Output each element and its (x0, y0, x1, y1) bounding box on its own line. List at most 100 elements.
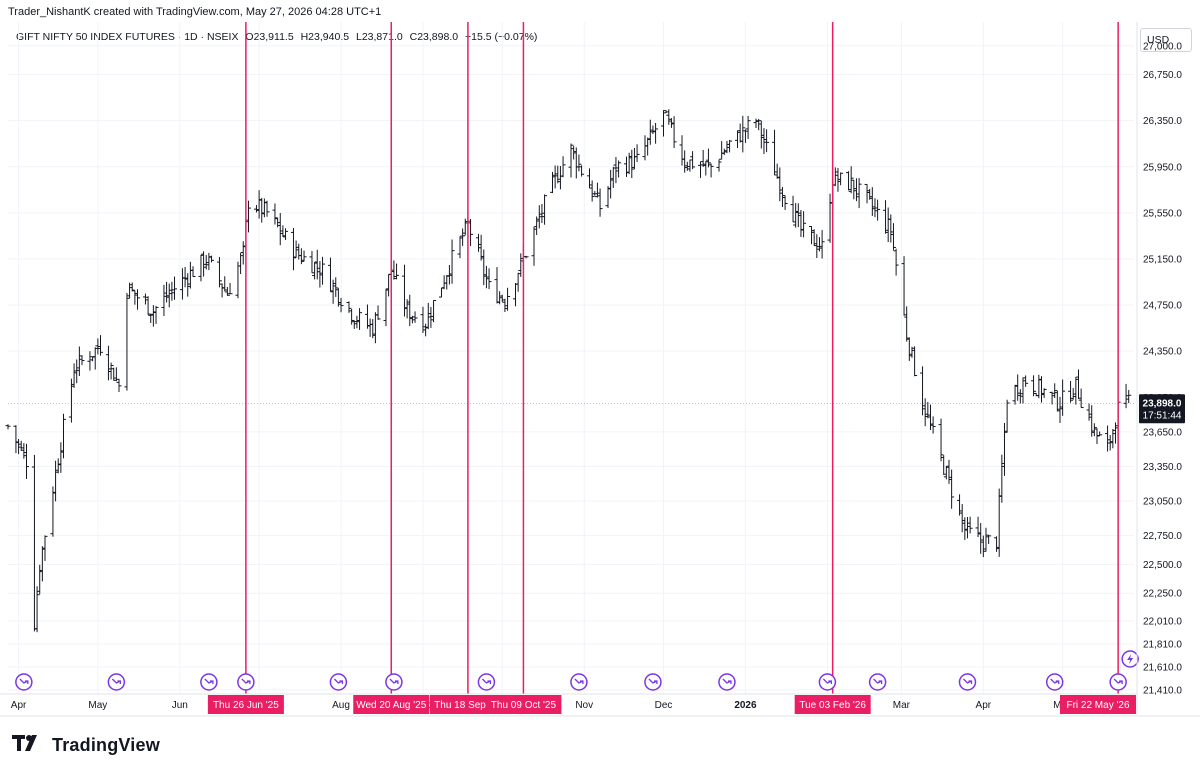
attribution-text: Trader_NishantK created with TradingView… (8, 6, 382, 18)
y-tick-label: 22,250.0 (1143, 589, 1182, 600)
ohlc-bar (1097, 431, 1103, 437)
ohlc-bar (777, 167, 783, 202)
ohlc-bar (111, 367, 117, 381)
y-tick-label: 22,010.0 (1143, 616, 1182, 627)
event-arrow-icon (1045, 673, 1064, 691)
ohlc-bar (161, 284, 167, 317)
ohlc-bar (460, 228, 466, 246)
ohlc-bar (98, 335, 104, 356)
ohlc-bar (613, 156, 619, 184)
ohlc-bar (938, 418, 944, 462)
ohlc-bar (34, 586, 40, 633)
last-price-label: 23,898.017:51:44 (8, 394, 1185, 424)
date-marker-badge-label: Wed 20 Aug '25 (356, 700, 427, 711)
ohlc-bar (441, 275, 447, 290)
ohlc-bar (592, 190, 598, 196)
ohlc-bar (446, 265, 452, 285)
ohlc-bar (68, 378, 74, 423)
ohlc-bar (647, 119, 653, 145)
ohlc-bar (55, 458, 61, 474)
ohlc-bar (542, 194, 548, 225)
ohlc-bar (1036, 374, 1042, 399)
tradingview-logo-text: TradingView (52, 734, 160, 755)
ohlc-bar (959, 504, 965, 533)
ohlc-bar (756, 118, 762, 131)
tradingview-logo[interactable]: TradingView (12, 734, 160, 756)
ohlc-bar (457, 236, 463, 259)
date-marker-badge-label: Thu 18 Sep '25 (434, 700, 502, 711)
ohlc-bar (994, 536, 1000, 552)
price-axis[interactable]: 27,000.0 26,750.0 26,350.0 25,950.0 25,550.0… (1136, 22, 1182, 715)
ohlc-bar (1091, 423, 1097, 437)
ohlc-bar (95, 338, 101, 355)
ohlc-bar (753, 118, 759, 128)
symbol-title[interactable]: GIFT NIFTY 50 INDEX FUTURES · 1D · NSEIX (16, 31, 239, 43)
ohlc-bar (904, 306, 910, 342)
ohlc-bar (150, 305, 156, 327)
ohlc-bar (290, 228, 296, 271)
ohlc-bar (293, 240, 299, 258)
ohlc-bar (735, 130, 741, 149)
x-tick-label: Jun (172, 700, 188, 711)
event-arrow-icon (718, 673, 736, 691)
ohlc-bar (890, 223, 896, 251)
ohlc-open: O23,911.5 (245, 31, 294, 43)
ohlc-bar (740, 115, 746, 153)
ohlc-bar (383, 288, 389, 327)
ohlc-bar (108, 362, 114, 380)
ohlc-bar (375, 305, 381, 320)
ohlc-bar (127, 282, 133, 299)
ohlc-bar (475, 233, 481, 252)
ohlc-bar (142, 293, 148, 305)
ohlc-bar (354, 315, 360, 329)
ohlc-bar (309, 251, 315, 274)
ohlc-bar (31, 454, 37, 632)
ohlc-bar (1057, 396, 1063, 423)
currency-button[interactable]: USD (1140, 28, 1192, 52)
ohlc-bar (999, 454, 1005, 503)
ohlc-bar (629, 149, 635, 179)
ohlc-bar (216, 256, 222, 288)
lightning-icon (1121, 650, 1139, 668)
ohlc-close: C23,898.0 (409, 31, 459, 43)
ohlc-bar (967, 516, 973, 534)
time-axis[interactable]: AprMayJunJulAugSepOctNovDec2026FebMarApr… (0, 693, 1200, 717)
ohlc-bar (185, 273, 191, 297)
y-tick-label: 21,610.0 (1143, 662, 1182, 673)
ohlc-bar (505, 287, 511, 311)
event-arrow-icon (644, 673, 662, 691)
ohlc-bar (534, 216, 540, 235)
ohlc-bar (105, 345, 111, 381)
ohlc-bar (605, 186, 611, 209)
ohlc-bar (364, 304, 370, 329)
x-tick-label: Nov (575, 700, 593, 711)
ohlc-bar (779, 186, 785, 208)
ohlc-bar (1015, 374, 1021, 401)
ohlc-bar (1126, 389, 1132, 404)
ohlc-bar (930, 416, 936, 434)
ohlc-bar (795, 203, 801, 228)
ohlc-bar (869, 187, 875, 216)
ohlc-bar (515, 272, 521, 292)
ohlc-bar (668, 118, 674, 128)
y-tick-label: 26,350.0 (1143, 116, 1182, 127)
ohlc-bar (1052, 383, 1058, 399)
ohlc-bar (846, 171, 852, 191)
ohlc-bar (71, 363, 77, 388)
ohlc-bar (428, 306, 434, 328)
ohlc-bar (909, 346, 915, 358)
ohlc-bar (277, 213, 283, 246)
ohlc-bar (404, 299, 410, 319)
y-tick-label: 23,350.0 (1143, 462, 1182, 473)
ohlc-bar (39, 546, 45, 582)
ohlc-bar (943, 465, 949, 480)
ohlc-bar (280, 225, 286, 237)
y-tick-label: 23,650.0 (1143, 427, 1182, 438)
ohlc-bar (37, 564, 43, 595)
ohlc-bar (253, 205, 259, 213)
ohlc-bar (1004, 399, 1010, 433)
ohlc-bar (690, 151, 696, 170)
ohlc-bar (745, 115, 751, 139)
ohlc-bar (832, 167, 838, 187)
